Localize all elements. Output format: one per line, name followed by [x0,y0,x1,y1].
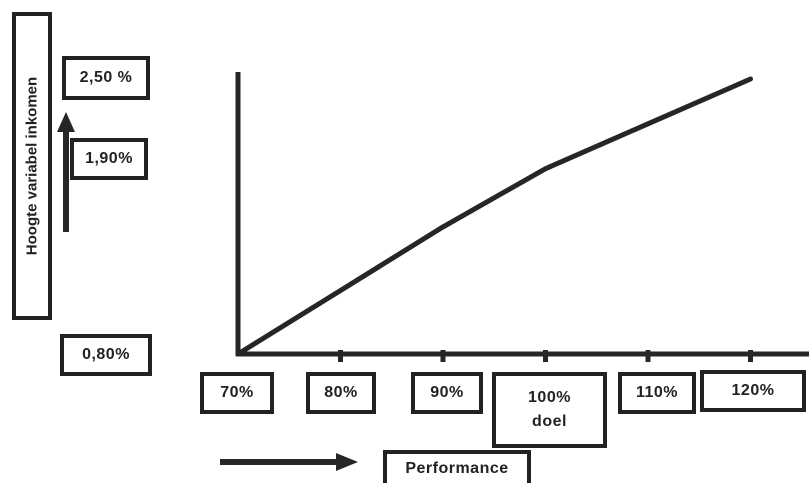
y-label-low: 0,80% [60,334,152,376]
x-tick-label-120: 120% [700,370,806,412]
x-axis-title: Performance [383,450,531,483]
target-note: doel [532,413,567,430]
y-axis-title: Hoogte variabel inkomen [12,12,52,320]
x-tick-label-80: 80% [306,372,376,414]
y-label-top: 2,50 % [62,56,150,100]
x-tick-label-90: 90% [411,372,483,414]
x-tick-label-110: 110% [618,372,696,414]
y-label-mid: 1,90% [70,138,148,180]
x-tick-label-70: 70% [200,372,274,414]
y-arrow-icon [57,112,75,132]
x-tick-label-100: 100% doel [492,372,607,448]
x-tick-marks [338,350,753,362]
x-arrow-icon [336,453,358,471]
y-axis-title-text: Hoogte variabel inkomen [23,76,41,256]
series-line [235,76,753,357]
